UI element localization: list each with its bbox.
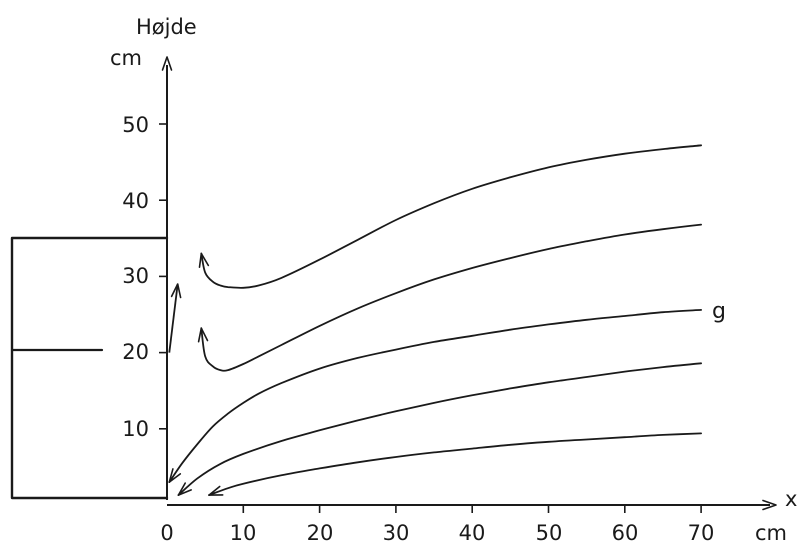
y-axis-label: Højde <box>136 15 197 39</box>
x-tick-label: 30 <box>383 521 410 545</box>
arrowhead <box>161 56 173 71</box>
x-tick-label: 0 <box>160 521 173 545</box>
y-axis-unit: cm <box>110 46 142 70</box>
box-frame <box>10 236 169 500</box>
x-axis-label: x <box>785 487 797 511</box>
curve-1 <box>200 144 702 289</box>
y-tick-label: 30 <box>122 264 149 288</box>
arrowhead <box>170 283 182 299</box>
y-tick-label: 20 <box>122 340 149 364</box>
arrowhead <box>208 485 224 496</box>
curve-2 <box>200 223 702 372</box>
arrowhead <box>762 499 777 511</box>
arrowhead <box>177 482 192 496</box>
arrowhead <box>168 468 182 483</box>
axes <box>161 56 777 511</box>
y-tick-label: 10 <box>122 417 149 441</box>
x-tick-label: 10 <box>230 521 257 545</box>
curves <box>168 144 702 496</box>
y-tick-label: 40 <box>122 189 149 213</box>
curve-3 <box>168 309 702 483</box>
y-tick-label: 50 <box>122 113 149 137</box>
x-axis-unit: cm <box>755 521 787 545</box>
x-tick-label: 70 <box>688 521 715 545</box>
arrowhead <box>197 327 209 343</box>
box-outline <box>10 236 169 500</box>
tick-marks <box>159 123 702 513</box>
short-arrow <box>168 283 179 353</box>
arrowhead <box>198 252 210 268</box>
x-tick-label: 50 <box>536 521 563 545</box>
x-tick-label: 60 <box>612 521 639 545</box>
curve-5 <box>208 432 702 496</box>
x-tick-label: 20 <box>307 521 334 545</box>
x-tick-label: 40 <box>459 521 486 545</box>
curve-4 <box>177 362 702 496</box>
curve-label-g: g <box>712 299 726 324</box>
